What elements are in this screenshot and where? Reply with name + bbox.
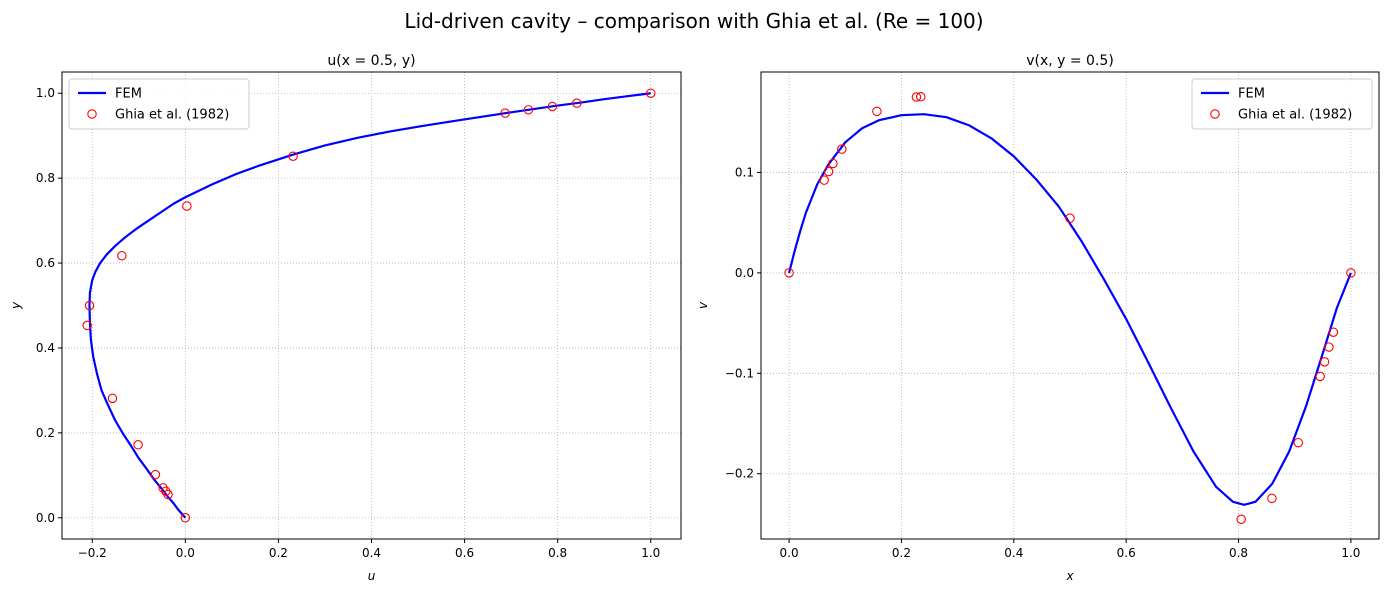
panel-u-ytick-label: 1.0 (36, 86, 55, 100)
panel-u-legend-ghia-swatch (87, 109, 97, 119)
panel-v-ghia-point (1324, 342, 1334, 352)
panel-v-legend-label: FEM (1238, 87, 1265, 102)
panel-u-ytick-label: 0.6 (36, 256, 55, 270)
panel-u-xtick-label: −0.2 (78, 546, 107, 560)
panel-v-xtick-label: 1.0 (1341, 546, 1360, 560)
panel-v-legend: FEM Ghia et al. (1982) (1191, 78, 1373, 130)
panel-u-ylabel: y (9, 301, 23, 310)
panel-v-xlabel: x (1065, 569, 1074, 583)
panel-v-ylabel: v (696, 301, 710, 309)
panel-v-axes-frame (760, 71, 1380, 540)
panel-u-title: u(x = 0.5, y) (327, 53, 415, 69)
panel-v-profile: v(x, y = 0.5) x v 0.0 0.2 0.4 0.6 0.8 1.0 −0.2… (696, 53, 1380, 583)
panel-u-legend-label: Ghia et al. (1982) (115, 108, 229, 123)
panel-v-ghia-point (819, 175, 829, 185)
panel-v-ghia-point (916, 92, 926, 102)
panel-v-ghia-point (911, 92, 922, 102)
panel-u-ghia-point (161, 486, 171, 496)
panel-u-ytick-label: 0.4 (36, 341, 55, 355)
panel-v-ghia-point (1328, 327, 1339, 337)
panel-v-ghia-point (823, 166, 834, 177)
panel-v-ghia-point (1065, 213, 1075, 223)
panel-v-ghia-point (1236, 514, 1246, 524)
figure-suptitle: Lid-driven cavity – comparison with Ghia… (404, 9, 983, 33)
panel-v-ghia-point (872, 106, 882, 117)
panel-u-legend-label: FEM (115, 87, 142, 102)
panel-u-xtick-label: 0.4 (362, 546, 381, 560)
panel-v-legend-label: Ghia et al. (1982) (1238, 108, 1352, 123)
panel-u-ghia-point (572, 98, 582, 108)
panel-v-ghia-point (1319, 357, 1330, 367)
panel-u-ghia-point (133, 440, 143, 450)
panel-u-ghia-point (645, 88, 656, 98)
panel-u-ytick-label: 0.8 (36, 171, 55, 185)
panel-v-ghia-point (784, 268, 794, 278)
panel-u-ghia-point (107, 393, 118, 404)
panel-v-ghia-point (828, 158, 838, 169)
panel-u-ytick-label: 0.2 (36, 426, 55, 440)
panel-v-xtick-label: 0.2 (892, 546, 911, 560)
panel-u-xtick-label: 0.8 (548, 546, 567, 560)
panel-u-xtick-label: 1.0 (641, 546, 660, 560)
panel-v-title: v(x, y = 0.5) (1026, 53, 1114, 69)
panel-u-ghia-point (117, 250, 127, 261)
panel-u-ghia-point (500, 108, 510, 118)
panel-v-xtick-label: 0.6 (1117, 546, 1136, 560)
panel-u-ghia-point (180, 513, 191, 523)
panel-v-xtick-label: 0.8 (1229, 546, 1248, 560)
panel-u-ytick-label: 0.0 (36, 511, 55, 525)
panel-u-fem-line (88, 92, 651, 519)
panel-u-ghia-point (523, 105, 534, 115)
panel-u-xlabel: u (368, 569, 376, 583)
panel-u-legend-box (68, 78, 250, 130)
panel-u-legend: FEM Ghia et al. (1982) (68, 78, 250, 130)
panel-v-ytick-label: −0.1 (725, 366, 754, 380)
panel-u-ghia-point (84, 300, 95, 311)
panel-v-fem-line (788, 113, 1352, 506)
panel-u-ghia-point (158, 483, 168, 493)
panel-u-profile: u(x = 0.5, y) u y −0.2 0.0 0.2 0.4 0.6 0.8 1.0… (9, 53, 682, 583)
panel-u-ghia-point (150, 469, 161, 480)
panel-v-xtick-label: 0.4 (1004, 546, 1023, 560)
panel-v-ytick-label: 0.1 (735, 165, 754, 179)
panel-u-xtick-label: 0.2 (269, 546, 288, 560)
panel-v-ytick-label: −0.2 (725, 467, 754, 481)
panel-v-ghia-point (1293, 437, 1304, 448)
panel-u-ghia-point (288, 151, 298, 161)
panel-u-ghia-point (182, 201, 192, 211)
panel-v-ghia-point (1267, 493, 1277, 504)
panel-v-legend-box (1191, 78, 1373, 130)
panel-v-xtick-label: 0.0 (780, 546, 799, 560)
panel-v-ghia-point (837, 144, 847, 154)
panel-v-ghia-point (1346, 268, 1356, 278)
panel-u-xtick-label: 0.0 (176, 546, 195, 560)
panel-u-ghia-point (547, 101, 558, 112)
panel-u-xtick-label: 0.6 (455, 546, 474, 560)
panel-v-ytick-label: 0.0 (735, 266, 754, 280)
panel-v-legend-ghia-swatch (1210, 109, 1220, 119)
panel-v-ghia-point (1315, 371, 1325, 382)
panel-u-ghia-point (82, 320, 92, 331)
